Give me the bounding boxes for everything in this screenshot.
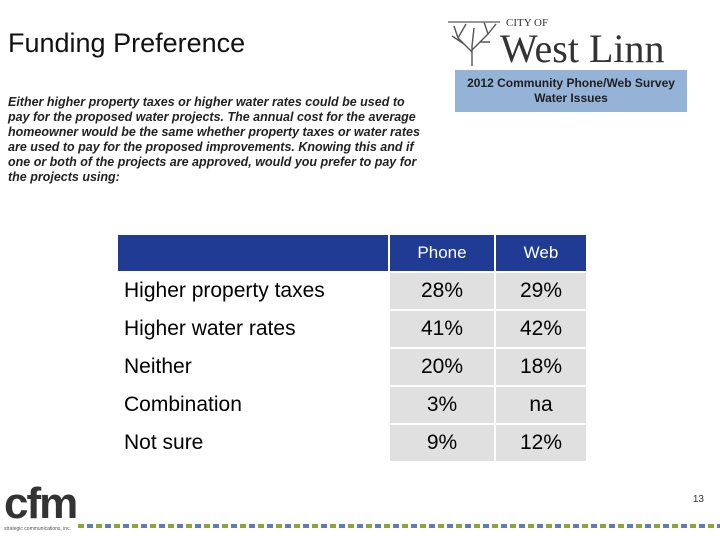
survey-box-line1: 2012 Community Phone/Web Survey bbox=[467, 76, 675, 90]
results-table: Phone Web Higher property taxes 28% 29% … bbox=[117, 234, 587, 462]
phone-value: 9% bbox=[389, 424, 495, 462]
footer-divider bbox=[78, 524, 720, 528]
logo-west-linn: West Linn bbox=[500, 26, 665, 68]
cfm-logo: cfm strategic communications, inc. bbox=[4, 479, 80, 538]
table-row: Neither 20% 18% bbox=[117, 348, 587, 386]
table-row: Combination 3% na bbox=[117, 386, 587, 424]
web-value: 29% bbox=[495, 272, 587, 310]
web-value: 18% bbox=[495, 348, 587, 386]
table-row: Not sure 9% 12% bbox=[117, 424, 587, 462]
cfm-tagline: strategic communications, inc. bbox=[4, 526, 71, 532]
web-value: 12% bbox=[495, 424, 587, 462]
slide-title: Funding Preference bbox=[8, 28, 246, 58]
tree-icon bbox=[448, 21, 500, 66]
header-blank-cell bbox=[117, 234, 389, 272]
web-value: 42% bbox=[495, 310, 587, 348]
phone-value: 3% bbox=[389, 386, 495, 424]
web-value: na bbox=[495, 386, 587, 424]
row-label: Higher property taxes bbox=[117, 272, 389, 310]
row-label: Higher water rates bbox=[117, 310, 389, 348]
page-number: 13 bbox=[692, 494, 704, 505]
table-row: Higher property taxes 28% 29% bbox=[117, 272, 587, 310]
table-row: Higher water rates 41% 42% bbox=[117, 310, 587, 348]
row-label: Combination bbox=[117, 386, 389, 424]
survey-box-line2: Water Issues bbox=[534, 91, 608, 105]
header-phone: Phone bbox=[389, 234, 495, 272]
west-linn-logo: CITY OF West Linn bbox=[444, 12, 696, 68]
survey-label-box: 2012 Community Phone/Web Survey Water Is… bbox=[455, 70, 687, 112]
header-web: Web bbox=[495, 234, 587, 272]
phone-value: 20% bbox=[389, 348, 495, 386]
phone-value: 41% bbox=[389, 310, 495, 348]
phone-value: 28% bbox=[389, 272, 495, 310]
table-header-row: Phone Web bbox=[117, 234, 587, 272]
cfm-brand: cfm bbox=[4, 479, 78, 528]
row-label: Neither bbox=[117, 348, 389, 386]
logo-city-of: CITY OF bbox=[506, 17, 548, 29]
row-label: Not sure bbox=[117, 424, 389, 462]
survey-question: Either higher property taxes or higher w… bbox=[8, 95, 420, 184]
